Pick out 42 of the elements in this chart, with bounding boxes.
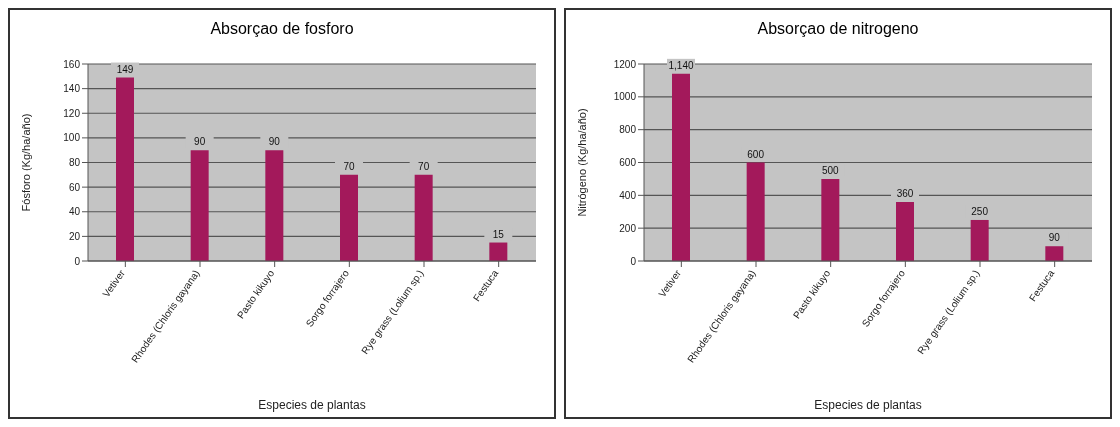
y-tick-label: 40 bbox=[68, 206, 81, 218]
data-label: 70 bbox=[343, 160, 355, 172]
bar bbox=[190, 150, 209, 261]
data-label: 500 bbox=[821, 164, 840, 176]
y-tick-label: 1000 bbox=[613, 91, 637, 103]
y-tick-label: 800 bbox=[619, 124, 637, 136]
x-axis-title: Especies de plantas bbox=[814, 398, 922, 412]
data-label: 90 bbox=[1048, 232, 1061, 244]
bar bbox=[116, 77, 134, 261]
bar bbox=[489, 242, 508, 261]
y-tick-label: 140 bbox=[63, 83, 81, 95]
data-label: 360 bbox=[896, 187, 914, 199]
data-label: 90 bbox=[194, 136, 206, 148]
data-label: 600 bbox=[747, 148, 765, 160]
chart-title: Absorçao de fosforo bbox=[209, 20, 355, 38]
y-axis-title: Fósforo (Kg/ha/año) bbox=[19, 113, 32, 212]
x-axis-title: Especies de plantas bbox=[258, 398, 366, 412]
y-tick-label: 0 bbox=[630, 255, 637, 267]
data-label: 90 bbox=[268, 136, 281, 148]
data-label: 149 bbox=[116, 63, 134, 75]
y-tick-label: 120 bbox=[63, 107, 81, 119]
y-axis-title: Nitrógeno (Kg/ha/año) bbox=[575, 108, 588, 217]
bar bbox=[896, 201, 914, 261]
y-tick-label: 160 bbox=[63, 58, 81, 70]
y-tick-label: 200 bbox=[619, 222, 637, 234]
y-tick-label: 1200 bbox=[613, 58, 637, 70]
bar bbox=[340, 174, 358, 261]
data-label: 250 bbox=[971, 205, 989, 217]
chart-title: Absorçao de nitrogeno bbox=[756, 20, 920, 38]
y-tick-label: 100 bbox=[63, 132, 81, 144]
y-tick-label: 80 bbox=[68, 157, 81, 169]
y-tick-label: 400 bbox=[619, 189, 637, 201]
data-label: 70 bbox=[418, 160, 430, 172]
y-tick-label: 20 bbox=[68, 230, 81, 242]
data-label: 15 bbox=[492, 228, 505, 240]
bar bbox=[672, 73, 690, 261]
bar bbox=[265, 150, 284, 261]
data-label: 1,140 bbox=[668, 59, 694, 71]
y-tick-label: 60 bbox=[68, 181, 81, 193]
y-tick-label: 600 bbox=[619, 157, 637, 169]
bar bbox=[414, 174, 433, 261]
y-tick-label: 0 bbox=[74, 255, 81, 267]
